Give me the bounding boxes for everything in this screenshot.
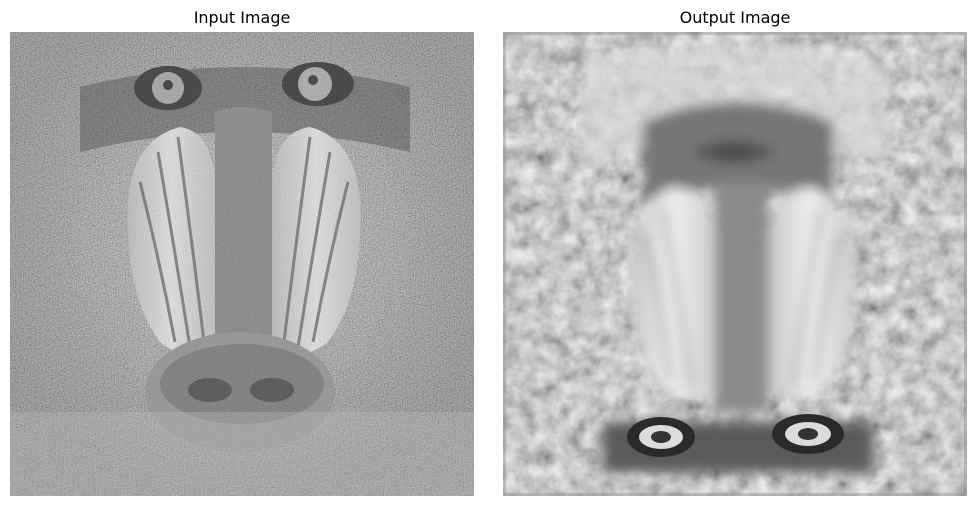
output-panel: Output Image	[502, 0, 968, 506]
output-image-title: Output Image	[679, 8, 791, 27]
input-image	[10, 32, 474, 496]
output-image	[503, 32, 967, 496]
input-panel: Input Image	[10, 0, 474, 506]
input-image-title: Input Image	[193, 8, 291, 27]
